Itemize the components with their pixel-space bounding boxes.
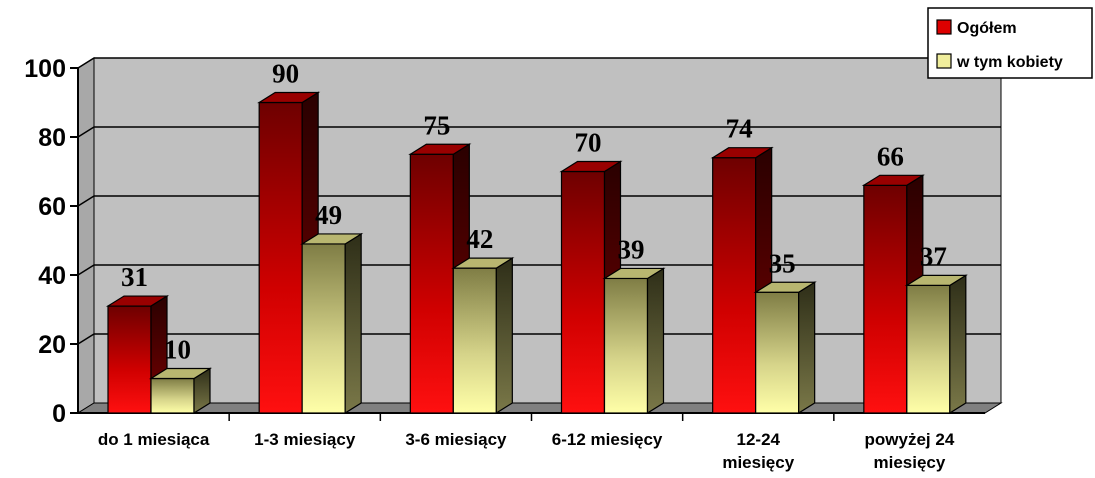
x-tick-label: do 1 miesiąca [98, 430, 210, 449]
legend-label: Ogółem [957, 20, 1017, 37]
side-wall [77, 57, 95, 414]
plot-walls [76, 57, 1003, 414]
data-label: 70 [575, 128, 602, 158]
bar-kobiety [755, 291, 800, 414]
bar-top [753, 281, 817, 293]
bar-ogolem [409, 153, 454, 414]
bar-top [904, 274, 968, 286]
bar-top [148, 367, 213, 380]
bar-kobiety [603, 277, 649, 414]
bar-ogolem [712, 157, 757, 414]
bar-ogolem [258, 101, 303, 414]
data-label: 42 [466, 224, 493, 254]
x-tick-label: powyżej 24 [865, 430, 955, 449]
bar-top [451, 257, 515, 269]
bar-top [408, 143, 472, 155]
data-label: 35 [769, 248, 796, 278]
bar-ogolem [107, 305, 152, 414]
gridline [77, 126, 1001, 138]
bar-top [257, 91, 321, 104]
bar-ogolem [863, 184, 908, 414]
legend-swatch [936, 19, 952, 35]
data-labels: 31 10 90 49 75 42 70 39 74 35 66 37 [121, 59, 947, 365]
y-tick-label: 60 [38, 193, 66, 221]
data-label: 75 [423, 110, 450, 140]
data-label: 10 [164, 335, 191, 365]
data-label: 90 [272, 59, 299, 89]
bar-kobiety [452, 267, 497, 414]
data-label: 31 [121, 262, 148, 292]
legend: Ogółem w tym kobiety [927, 7, 1093, 79]
gridline [77, 333, 1001, 345]
bar-kobiety [150, 377, 195, 414]
x-tick-label: 12-24 [737, 430, 781, 449]
data-label: 49 [315, 200, 342, 230]
bar-top [105, 295, 170, 307]
bar-side [949, 274, 967, 415]
gridlines [77, 57, 1001, 345]
floor [76, 402, 1003, 414]
y-tick-label: 100 [24, 55, 66, 83]
x-axis: do 1 miesiąca 1-3 miesiący 3-6 miesiący 6-1… [98, 413, 955, 472]
bar-kobiety [301, 243, 346, 414]
bars [105, 91, 968, 415]
bar-top [861, 174, 925, 186]
gridline [77, 264, 1001, 276]
y-tick-label: 20 [38, 331, 66, 359]
x-tick-label: 1-3 miesiący [254, 430, 356, 449]
data-label: 74 [726, 114, 753, 144]
bar-top [559, 160, 623, 173]
legend-swatch [936, 53, 952, 69]
data-label: 66 [877, 141, 904, 171]
bar-top [300, 233, 364, 245]
bar-top [710, 147, 774, 159]
bar-kobiety [906, 284, 951, 414]
bar-side [646, 267, 665, 415]
data-label: 37 [920, 241, 947, 271]
y-tick-label: 80 [38, 124, 66, 152]
y-tick-label: 40 [38, 262, 66, 290]
x-tick-label: miesięcy [873, 453, 945, 472]
y-tick-label: 0 [52, 400, 66, 428]
bar-side [495, 257, 513, 415]
x-tick-label: miesięcy [722, 453, 794, 472]
gridline [77, 57, 1001, 69]
bar-side [798, 281, 816, 415]
legend-label: w tym kobiety [956, 54, 1063, 71]
data-label: 39 [618, 234, 645, 264]
bar-side [344, 232, 362, 415]
x-tick-label: 6-12 miesięcy [552, 430, 663, 449]
bar-top [602, 267, 666, 280]
x-tick-label: 3-6 miesiący [405, 430, 507, 449]
legend-box [927, 7, 1093, 79]
bar-ogolem [560, 170, 606, 414]
gridline [77, 195, 1001, 207]
